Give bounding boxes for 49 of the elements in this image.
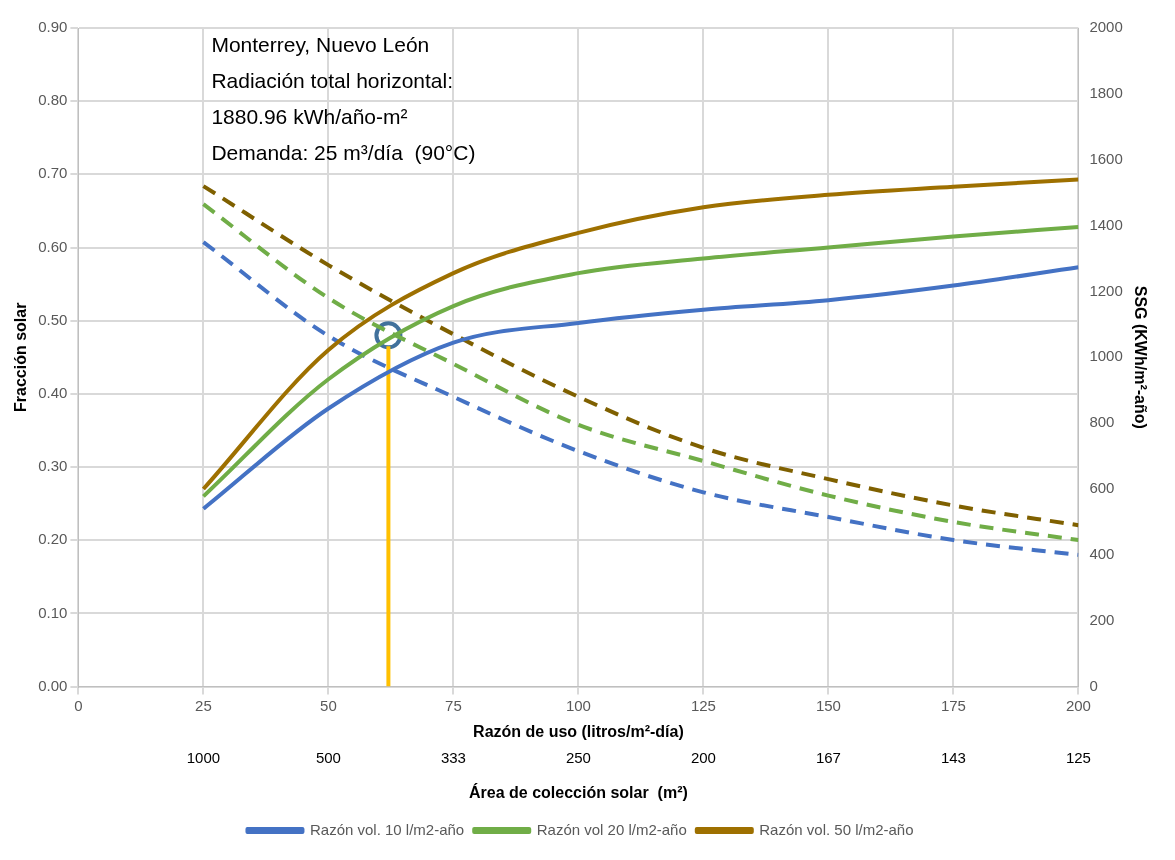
y-tick-label: 0.90	[38, 18, 68, 36]
text: 333	[440, 749, 466, 767]
legend-label: Razón vol. 10 l/m2-año	[309, 820, 465, 838]
text: 125	[1065, 749, 1091, 767]
annotation: Demanda: 25 m³/día (90°C)	[211, 141, 476, 165]
x-axis-title: Razón de uso (litros/m²-día)	[473, 722, 684, 740]
annotation: Monterrey, Nuevo León	[211, 33, 430, 57]
y2-tick-label: 1200	[1089, 281, 1123, 299]
y-tick-label: 0.60	[38, 237, 68, 255]
legend-label: Razón vol. 50 l/m2-año	[759, 820, 914, 838]
x-tick-label: 75	[445, 696, 462, 714]
y2-tick-label: 1600	[1089, 149, 1123, 167]
x-tick-label: 125	[690, 696, 716, 714]
x-tick-label: 0	[74, 696, 83, 714]
y2-tick-label: 200	[1089, 610, 1115, 628]
y2-tick-label: 1800	[1089, 84, 1123, 101]
annotation: Radiación total horizontal:	[211, 69, 454, 93]
text: 1000	[186, 749, 221, 767]
y2-tick-label: 2000	[1089, 18, 1123, 36]
annotation: 1880.96 kWh/año-m²	[211, 105, 408, 129]
x-tick-label: 50	[320, 696, 337, 714]
text: 250	[565, 749, 591, 767]
y2-tick-label: 1000	[1089, 347, 1123, 365]
y-tick-label: 0.00	[38, 676, 68, 694]
y2-tick-label: 600	[1089, 479, 1115, 497]
x-tick-label: 25	[195, 696, 212, 714]
x-tick-label: 150	[815, 696, 841, 714]
legend-label: Razón vol 20 l/m2-año	[536, 820, 687, 838]
y-tick-label: 0.30	[38, 457, 68, 475]
y2-tick-label: 1400	[1089, 215, 1123, 233]
text: 200	[690, 749, 716, 767]
y2-tick-label: 0	[1089, 676, 1098, 694]
y-tick-label: 0.50	[38, 310, 68, 328]
y-tick-label: 0.20	[38, 530, 68, 548]
y-tick-label: 0.40	[38, 384, 68, 402]
y-tick-label: 0.70	[38, 164, 68, 182]
text: 143	[940, 749, 966, 767]
x2-axis-title: Área de colección solar (m²)	[469, 782, 688, 801]
text: 500	[315, 749, 341, 767]
y-tick-label: 0.80	[38, 91, 68, 109]
x-tick-label: 100	[565, 696, 591, 714]
x-tick-label: 200	[1065, 696, 1091, 714]
text: 167	[815, 749, 841, 767]
y2-axis-title: SSG (KWh/m²-año)	[1131, 285, 1149, 429]
x-tick-label: 175	[940, 696, 966, 714]
y2-tick-label: 400	[1089, 545, 1115, 563]
y-axis-title: Fracción solar	[12, 302, 30, 412]
y2-tick-label: 800	[1089, 413, 1115, 431]
y-tick-label: 0.10	[38, 603, 68, 621]
